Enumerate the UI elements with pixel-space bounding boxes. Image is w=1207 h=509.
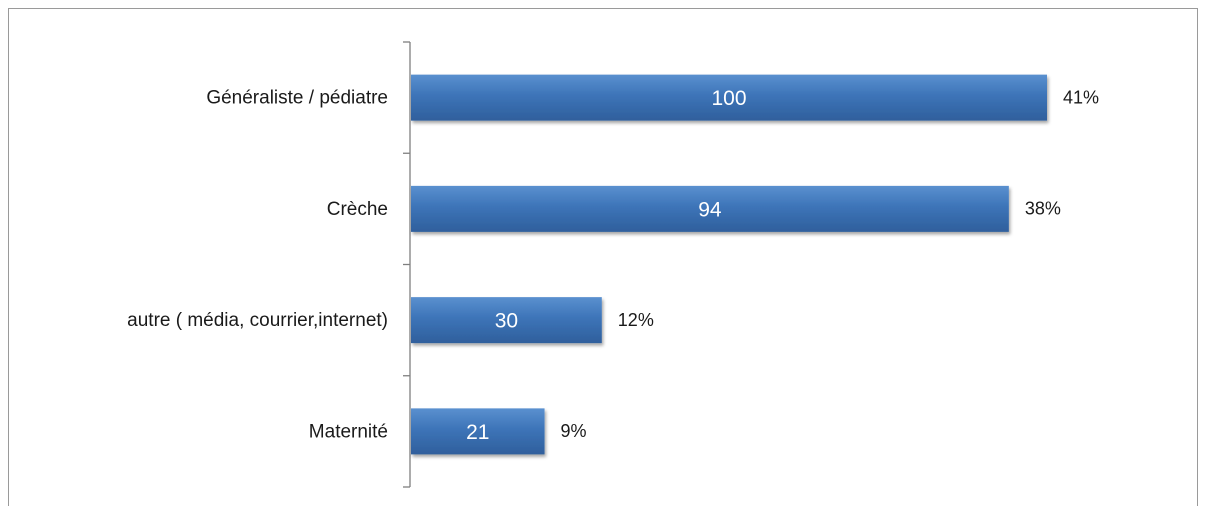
bar-value-label: 30 <box>495 310 518 333</box>
bar-percent-label: 12% <box>618 310 654 330</box>
y-axis: Généraliste / pédiatre Crèche autre ( médi… <box>127 41 411 488</box>
bar-value-label: 94 <box>698 198 722 221</box>
category-label: Maternité <box>309 421 388 442</box>
bar <box>411 408 545 455</box>
category-label: Généraliste / pédiatre <box>206 88 388 109</box>
bars: 100 41% 94 38% 30 12% 21 9% <box>411 74 1099 455</box>
bar <box>411 297 602 344</box>
bar <box>411 185 1009 232</box>
bar-percent-label: 9% <box>561 421 587 441</box>
bar-percent-label: 41% <box>1063 87 1099 107</box>
category-label: autre ( média, courrier,internet) <box>127 310 388 331</box>
bar-value-label: 100 <box>711 87 746 110</box>
bar <box>411 74 1047 121</box>
bar-percent-label: 38% <box>1025 199 1061 219</box>
bar-value-label: 21 <box>466 421 489 444</box>
category-label: Crèche <box>327 199 388 220</box>
